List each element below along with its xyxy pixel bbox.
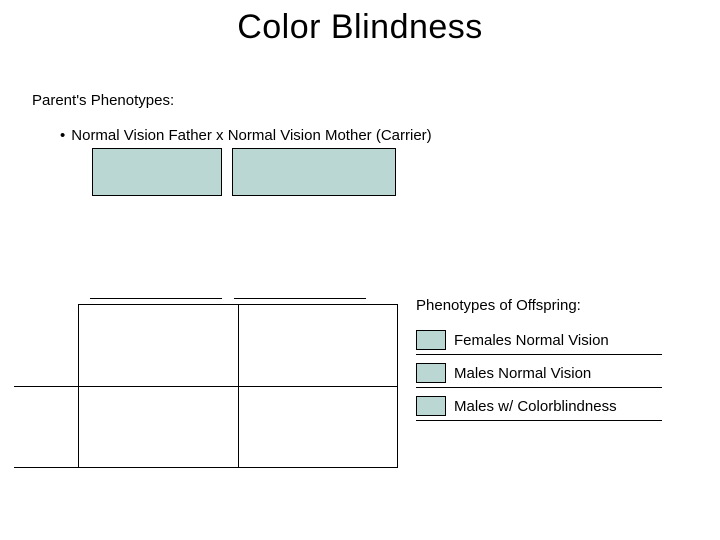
bullet-dot-icon: • <box>60 127 65 144</box>
parent-box-mother <box>232 148 396 196</box>
offspring-phenotypes-label: Phenotypes of Offspring: <box>416 297 581 314</box>
punnett-row-header-2 <box>14 467 78 468</box>
parent-box-father <box>92 148 222 196</box>
cross-text: Normal Vision Father x Normal Vision Mot… <box>71 127 431 144</box>
parents-phenotypes-label: Parent's Phenotypes: <box>32 92 174 109</box>
page-title: Color Blindness <box>0 8 720 47</box>
legend-label: Females Normal Vision <box>454 332 609 349</box>
legend-swatch <box>416 396 446 416</box>
legend-swatch <box>416 363 446 383</box>
punnett-row-header-1 <box>14 386 78 387</box>
legend-item-males-normal: Males Normal Vision <box>416 360 591 386</box>
punnett-col-header-1 <box>90 298 222 299</box>
punnett-square <box>78 304 398 468</box>
legend-label: Males Normal Vision <box>454 365 591 382</box>
legend-label: Males w/ Colorblindness <box>454 398 617 415</box>
legend-item-males-colorblind: Males w/ Colorblindness <box>416 393 617 419</box>
punnett-col-header-2 <box>234 298 366 299</box>
cross-description: • Normal Vision Father x Normal Vision Mo… <box>60 127 432 144</box>
legend-item-females-normal: Females Normal Vision <box>416 327 609 353</box>
legend-swatch <box>416 330 446 350</box>
